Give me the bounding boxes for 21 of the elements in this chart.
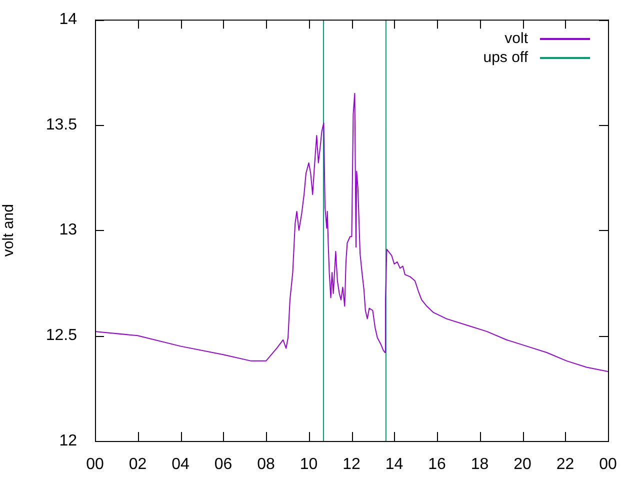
x-tick-label: 22	[556, 456, 574, 474]
x-tick-label: 20	[514, 456, 532, 474]
x-tick-label: 16	[428, 456, 446, 474]
x-tick-label: 00	[599, 456, 617, 474]
x-tick-label: 04	[172, 456, 190, 474]
x-tick-label: 06	[214, 456, 232, 474]
x-tick-label: 00	[86, 456, 104, 474]
y-tick-label: 14	[59, 11, 78, 28]
x-tick-label: 08	[257, 456, 275, 474]
y-tick-label: 12	[59, 432, 78, 450]
x-tick-label: 14	[385, 456, 404, 474]
x-tick-label: 02	[128, 456, 147, 474]
y-tick-label: 13.5	[46, 116, 78, 134]
x-tick-label: 12	[342, 456, 360, 474]
y-tick-label: 12.5	[46, 327, 78, 344]
x-tick-label: 18	[470, 456, 489, 474]
x-tick-label: 10	[300, 456, 318, 474]
legend-label: ups off	[483, 48, 528, 67]
legend-label: volt	[504, 29, 528, 48]
y-tick-label: 13	[59, 222, 78, 239]
y-axis-title: volt and	[0, 204, 18, 257]
